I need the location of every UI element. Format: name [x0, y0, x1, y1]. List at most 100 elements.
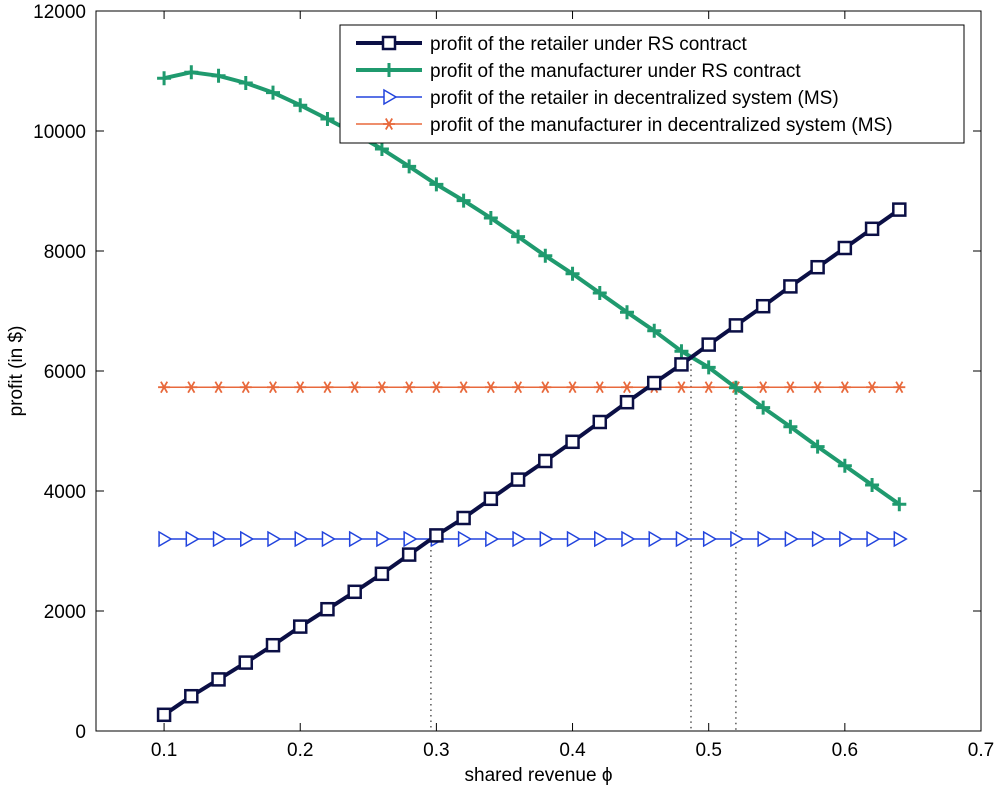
data-point — [730, 530, 745, 548]
y-tick-label: 2000 — [44, 602, 86, 623]
data-point — [185, 530, 200, 548]
data-point — [376, 530, 391, 548]
data-point — [240, 530, 255, 548]
x-axis: 0.1 0.2 0.3 0.4 0.5 0.6 0.7 — [151, 11, 994, 761]
data-point — [374, 142, 389, 156]
data-point — [457, 381, 470, 394]
data-point — [239, 381, 252, 394]
data-point — [238, 655, 254, 670]
y-tick-label: 12000 — [33, 2, 86, 23]
data-point — [674, 344, 689, 359]
y-tick-label: 0 — [75, 722, 86, 743]
data-point — [293, 98, 308, 113]
series-4 — [158, 381, 906, 394]
data-point — [539, 530, 554, 548]
data-point — [512, 381, 525, 394]
data-point — [211, 68, 226, 83]
data-point — [620, 305, 634, 320]
data-point — [592, 286, 607, 300]
data-point — [457, 530, 473, 548]
data-point — [784, 530, 799, 548]
data-point — [184, 65, 199, 80]
data-point — [211, 672, 226, 687]
legend-entry: profit of the retailer in decentralized … — [356, 88, 839, 109]
legend-entry: profit of the retailer under RS contract — [356, 34, 748, 55]
data-point — [892, 497, 907, 512]
data-point — [811, 530, 827, 548]
data-point — [429, 177, 444, 192]
data-point — [701, 360, 716, 375]
data-point — [403, 381, 416, 394]
legend: profit of the retailer under RS contract… — [339, 24, 965, 144]
data-point — [158, 530, 173, 548]
data-point — [403, 530, 418, 548]
data-point — [320, 112, 335, 126]
data-point — [621, 530, 636, 548]
data-point — [594, 530, 609, 548]
data-point — [702, 530, 718, 548]
data-point — [402, 159, 417, 174]
x-axis-label: shared revenue ϕ — [465, 765, 613, 786]
series-line — [163, 70, 901, 506]
legend-entry: profit of the manufacturer in decentrali… — [356, 115, 893, 136]
data-point — [893, 381, 906, 394]
legend-box — [339, 24, 965, 144]
data-point — [646, 375, 662, 391]
x-tick-label: 0.6 — [832, 740, 858, 761]
data-point — [212, 530, 228, 548]
legend-label: profit of the manufacturer in decentrali… — [430, 115, 893, 136]
series-layer — [156, 65, 908, 723]
x-tick-label: 0.3 — [423, 740, 449, 761]
data-point — [592, 414, 608, 430]
data-point — [483, 211, 498, 225]
data-point — [810, 439, 825, 454]
data-point — [619, 394, 635, 410]
data-point — [755, 298, 771, 314]
data-point — [866, 381, 879, 394]
data-point — [728, 380, 743, 395]
data-point — [864, 221, 880, 237]
legend-marker — [382, 63, 396, 77]
data-point — [701, 337, 716, 352]
series-3 — [158, 530, 908, 548]
data-point — [757, 530, 772, 548]
data-point — [538, 248, 553, 263]
y-tick-label: 6000 — [44, 362, 86, 383]
data-point — [184, 688, 199, 704]
data-point — [565, 434, 580, 450]
data-point — [292, 619, 308, 634]
data-point — [321, 381, 334, 394]
data-point — [783, 279, 798, 294]
y-axis-label: profit (in $) — [6, 326, 27, 417]
data-point — [456, 193, 471, 208]
data-point — [485, 530, 500, 548]
data-point — [839, 530, 854, 548]
legend-marker — [381, 35, 397, 51]
data-point — [347, 584, 362, 600]
x-tick-label: 0.5 — [695, 740, 721, 761]
data-point — [265, 637, 281, 653]
data-point — [593, 381, 606, 394]
series-1 — [156, 202, 907, 723]
data-point — [674, 357, 689, 372]
y-tick-label: 4000 — [44, 482, 86, 503]
data-point — [157, 71, 172, 86]
data-point — [156, 707, 172, 723]
data-point — [757, 381, 770, 394]
data-point — [647, 323, 662, 338]
data-point — [811, 381, 824, 394]
data-point — [728, 318, 744, 333]
x-tick-label: 0.1 — [151, 740, 177, 761]
y-tick-label: 8000 — [44, 242, 86, 263]
data-point — [512, 530, 527, 548]
y-axis: 0 2000 4000 6000 8000 10000 12000 — [33, 2, 981, 743]
data-point — [484, 381, 497, 394]
x-tick-label: 0.7 — [968, 740, 994, 761]
data-point — [320, 601, 335, 617]
data-point — [294, 381, 307, 394]
data-point — [212, 381, 225, 394]
legend-label: profit of the retailer in decentralized … — [430, 88, 839, 109]
data-point — [294, 530, 309, 548]
data-point — [483, 491, 499, 507]
